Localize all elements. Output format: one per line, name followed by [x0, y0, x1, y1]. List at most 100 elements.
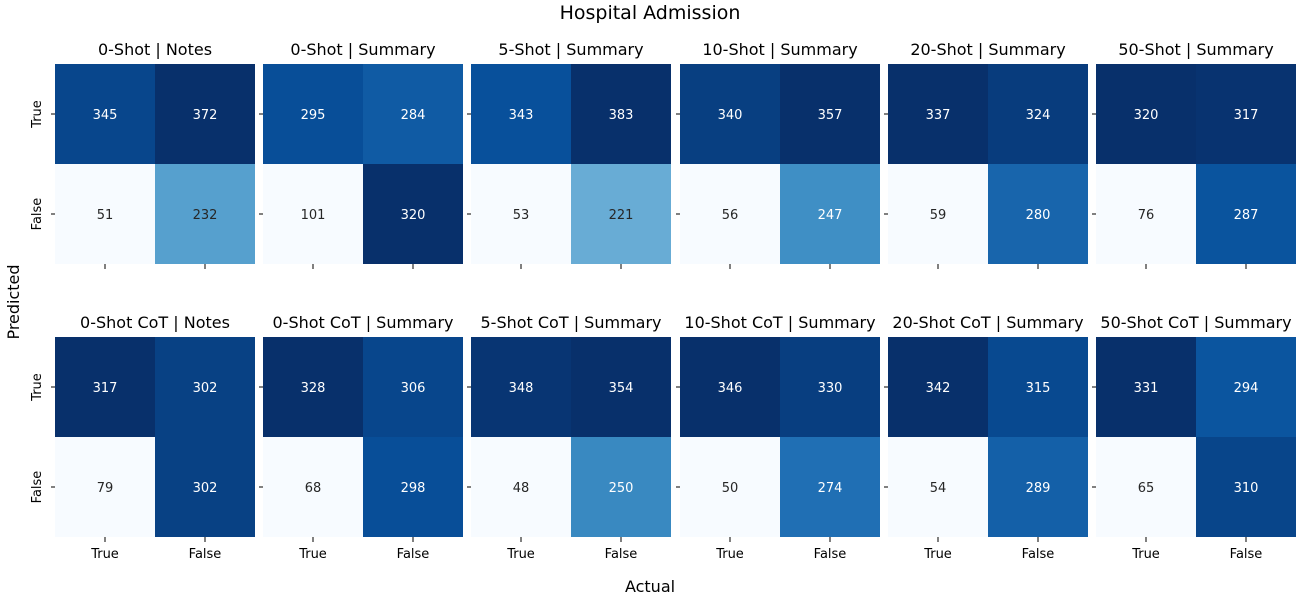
cell-value: 284: [401, 108, 426, 123]
heatmap-cell: [988, 437, 1088, 537]
heatmap-cell: [1196, 437, 1296, 537]
heatmap-cell: [263, 64, 363, 164]
cell-value: 53: [513, 208, 530, 223]
y-tick-label: False: [30, 471, 45, 504]
heatmap-cell: [55, 64, 155, 164]
heatmap-cell: [780, 164, 880, 264]
x-tick-label: False: [1022, 547, 1055, 562]
heatmap-cell: [1096, 164, 1196, 264]
heatmap-cell: [471, 437, 571, 537]
heatmap-cell: [680, 64, 780, 164]
cell-value: 343: [509, 108, 534, 123]
cell-value: 289: [1026, 481, 1051, 496]
cell-value: 357: [818, 108, 843, 123]
heatmap-panels: 0-Shot | Notes 345 372 51 232 True False 0-Shot…: [30, 40, 1296, 562]
cell-value: 50: [722, 481, 739, 496]
cell-value: 354: [609, 381, 634, 396]
panel-title: 10-Shot | Summary: [702, 40, 857, 59]
cell-value: 317: [1234, 108, 1259, 123]
heatmap-cell: [888, 437, 988, 537]
y-tick-label: True: [30, 100, 45, 129]
cell-value: 346: [718, 381, 743, 396]
x-tick-label: False: [605, 547, 638, 562]
heatmap-cell: [571, 164, 671, 264]
heatmap-cell: [55, 337, 155, 437]
cell-value: 280: [1026, 208, 1051, 223]
heatmap-cell: [571, 437, 671, 537]
cell-value: 298: [401, 481, 426, 496]
cell-value: 383: [609, 108, 634, 123]
x-tick-label: True: [90, 547, 119, 562]
heatmap-cell: [1196, 164, 1296, 264]
heatmap-cell: [55, 164, 155, 264]
heatmap-cell: [780, 337, 880, 437]
cell-value: 48: [513, 481, 530, 496]
panel-title: 0-Shot CoT | Summary: [272, 313, 453, 332]
heatmap-cell: [888, 164, 988, 264]
cell-value: 306: [401, 381, 426, 396]
heatmap-cell: [988, 64, 1088, 164]
cell-value: 232: [193, 208, 218, 223]
cell-value: 328: [301, 381, 326, 396]
cell-value: 294: [1234, 381, 1259, 396]
panel-title: 0-Shot | Summary: [290, 40, 435, 59]
cell-value: 302: [193, 381, 218, 396]
heatmap-cell: [363, 337, 463, 437]
panel-title: 10-Shot CoT | Summary: [684, 313, 875, 332]
heatmap-cell: [363, 437, 463, 537]
heatmap-cell: [55, 437, 155, 537]
cell-value: 337: [926, 108, 951, 123]
x-tick-label: True: [923, 547, 952, 562]
heatmap-cell: [471, 64, 571, 164]
panel-title: 50-Shot | Summary: [1118, 40, 1273, 59]
cell-value: 372: [193, 108, 218, 123]
heatmap-cell: [471, 337, 571, 437]
heatmap-cell: [263, 437, 363, 537]
heatmap-cell: [155, 164, 255, 264]
cell-value: 324: [1026, 108, 1051, 123]
heatmap-cell: [780, 437, 880, 537]
x-tick-label: True: [506, 547, 535, 562]
cell-value: 320: [1134, 108, 1159, 123]
cell-value: 274: [818, 481, 843, 496]
heatmap-cell: [155, 64, 255, 164]
cell-value: 101: [301, 208, 326, 223]
cell-value: 295: [301, 108, 326, 123]
cell-value: 56: [722, 208, 739, 223]
panel-title: 50-Shot CoT | Summary: [1100, 313, 1291, 332]
heatmap-cell: [1096, 337, 1196, 437]
cell-value: 247: [818, 208, 843, 223]
x-tick-label: True: [1131, 547, 1160, 562]
cell-value: 68: [305, 481, 322, 496]
y-tick-label: True: [30, 373, 45, 402]
heatmap-cell: [155, 437, 255, 537]
heatmap-cell: [571, 64, 671, 164]
heatmap-cell: [471, 164, 571, 264]
panel-title: 0-Shot CoT | Notes: [80, 313, 230, 332]
heatmap-cell: [155, 337, 255, 437]
x-tick-label: False: [189, 547, 222, 562]
cell-value: 342: [926, 381, 951, 396]
heatmap-cell: [780, 64, 880, 164]
x-axis-label: Actual: [625, 577, 675, 596]
heatmap-cell: [363, 164, 463, 264]
heatmap-cell: [988, 337, 1088, 437]
heatmap-cell: [1096, 437, 1196, 537]
heatmap-cell: [1196, 64, 1296, 164]
heatmap-cell: [263, 164, 363, 264]
cell-value: 331: [1134, 381, 1159, 396]
cell-value: 76: [1138, 208, 1155, 223]
x-tick-label: False: [1230, 547, 1263, 562]
heatmap-cell: [680, 337, 780, 437]
cell-value: 287: [1234, 208, 1259, 223]
cell-value: 79: [97, 481, 114, 496]
panel-title: 20-Shot CoT | Summary: [892, 313, 1083, 332]
cell-value: 59: [930, 208, 947, 223]
cell-value: 348: [509, 381, 534, 396]
x-tick-label: True: [715, 547, 744, 562]
heatmap-cell: [988, 164, 1088, 264]
panel-title: 20-Shot | Summary: [910, 40, 1065, 59]
heatmap-cell: [680, 164, 780, 264]
cell-value: 317: [93, 381, 118, 396]
cell-value: 315: [1026, 381, 1051, 396]
